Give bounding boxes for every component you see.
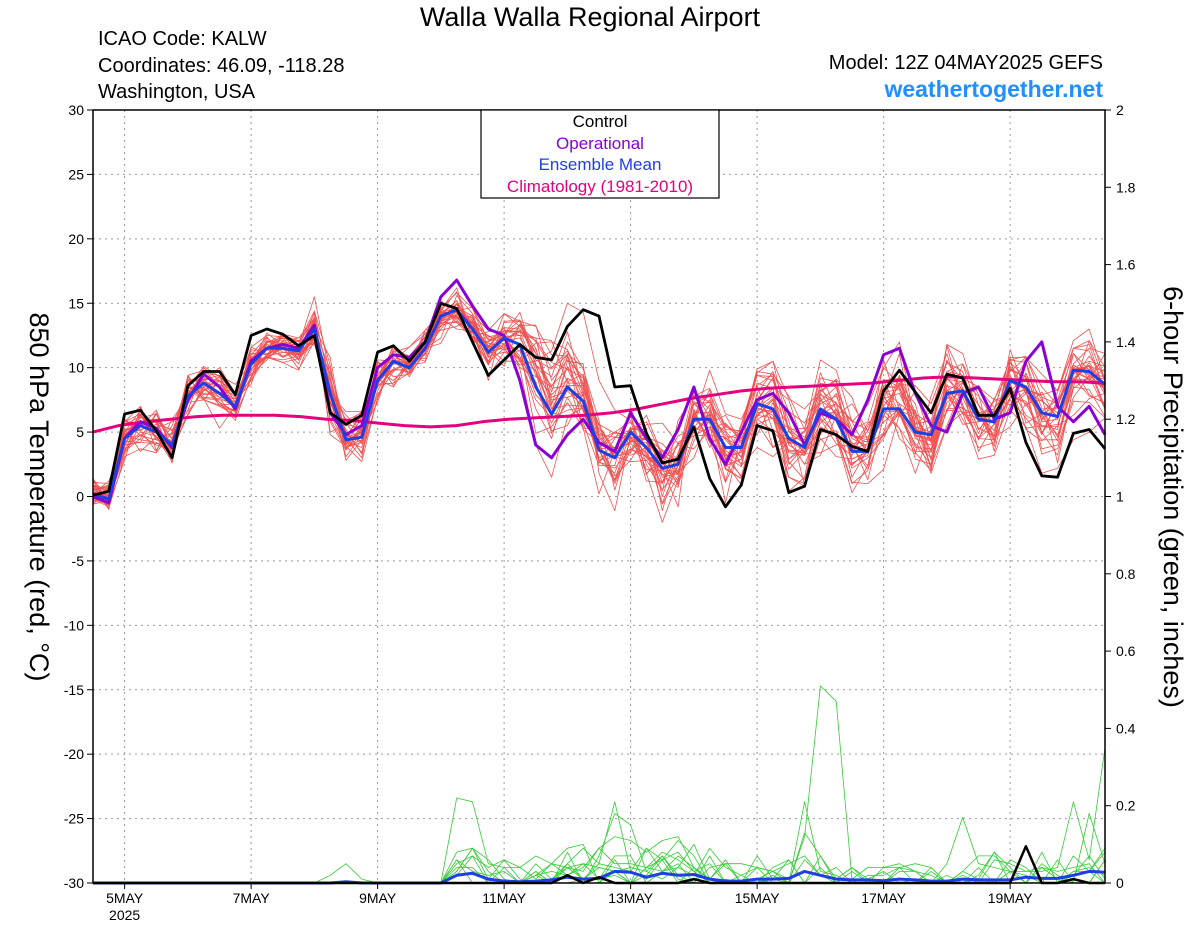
control-line xyxy=(92,301,1107,509)
chart-title: Walla Walla Regional Airport xyxy=(419,2,761,32)
site-link[interactable]: weathertogether.net xyxy=(884,76,1103,102)
precip-member-line xyxy=(93,685,1106,884)
x-tick-label: 11MAY xyxy=(482,890,526,906)
grid-lines xyxy=(93,110,1105,883)
y2-tick-label: 1 xyxy=(1116,489,1124,505)
x-tick-label: 5MAY xyxy=(106,890,144,906)
temp-member-line xyxy=(92,306,1106,506)
precip-member-line xyxy=(93,801,1106,884)
y2-axis-label: 6-hour Precipitation (green, inches) xyxy=(1158,286,1188,708)
legend-ensemble-mean: Ensemble Mean xyxy=(539,155,662,174)
y-tick-label: 20 xyxy=(68,231,84,247)
temp-member-line xyxy=(92,307,1106,508)
ensemble-mean-line xyxy=(92,308,1106,501)
icao-code: ICAO Code: KALW xyxy=(98,28,267,50)
y-tick-label: -25 xyxy=(64,811,84,827)
legend: Control Operational Ensemble Mean Climat… xyxy=(480,109,720,199)
x-tick-year: 2025 xyxy=(109,907,140,923)
y-tick-label: 10 xyxy=(68,360,84,376)
y-tick-label: 0 xyxy=(76,489,84,505)
y-tick-label: -15 xyxy=(64,682,84,698)
temp-member-line xyxy=(92,302,1106,496)
temp-member-lines xyxy=(92,287,1106,523)
legend-climatology: Climatology (1981-2010) xyxy=(507,177,693,196)
y2-tick-label: 1.8 xyxy=(1116,179,1136,195)
location: Washington, USA xyxy=(98,81,256,103)
y-axis-label: 850 hPa Temperature (red, °C) xyxy=(24,313,54,682)
x-tick-label: 19MAY xyxy=(988,890,1034,906)
temp-member-line xyxy=(92,311,1106,506)
y2-tick-label: 0.8 xyxy=(1116,566,1136,582)
y2-tick-label: 0.2 xyxy=(1116,798,1136,814)
x-tick-label: 9MAY xyxy=(359,890,397,906)
temp-member-line xyxy=(92,311,1106,491)
y-tick-label: 25 xyxy=(68,166,84,182)
legend-operational: Operational xyxy=(556,134,644,153)
y-axis-left: 30 25 20 15 10 5 0 -5 -10 -15 -20 -25 -30 xyxy=(64,102,93,891)
coordinates: Coordinates: 46.09, -118.28 xyxy=(98,55,345,77)
y2-tick-label: 2 xyxy=(1116,102,1124,118)
temp-member-line xyxy=(92,322,1106,491)
x-tick-label: 15MAY xyxy=(735,890,781,906)
temp-member-line xyxy=(92,313,1106,512)
legend-box xyxy=(480,109,720,199)
climatology-line xyxy=(92,375,1106,434)
legend-control: Control xyxy=(573,112,628,131)
x-tick-label: 13MAY xyxy=(608,890,654,906)
y2-tick-label: 0.4 xyxy=(1116,720,1136,736)
y-tick-label: -10 xyxy=(64,617,84,633)
y-tick-label: -30 xyxy=(64,875,84,891)
precip-control-line xyxy=(93,845,1105,885)
y-tick-label: 15 xyxy=(68,295,84,311)
model-run: Model: 12Z 04MAY2025 GEFS xyxy=(828,52,1103,74)
y-tick-label: 5 xyxy=(76,424,84,440)
x-tick-label: 7MAY xyxy=(233,890,271,906)
temp-member-line xyxy=(93,310,1106,505)
x-tick-label: 17MAY xyxy=(861,890,907,906)
y2-tick-label: 1.6 xyxy=(1116,257,1136,273)
y2-tick-label: 0.6 xyxy=(1116,643,1136,659)
y-tick-label: -20 xyxy=(64,746,84,762)
precip-member-line xyxy=(93,832,1106,884)
y2-tick-label: 0 xyxy=(1116,875,1124,891)
y-tick-label: 30 xyxy=(68,102,84,118)
y2-tick-label: 1.2 xyxy=(1116,411,1136,427)
y2-tick-label: 1.4 xyxy=(1116,334,1136,350)
y-axis-right: 2 1.8 1.6 1.4 1.2 1 0.8 0.6 0.4 0.2 0 xyxy=(1105,102,1136,891)
temp-member-line xyxy=(92,302,1106,523)
y-tick-label: -5 xyxy=(72,553,85,569)
precip-member-lines xyxy=(93,685,1106,884)
temp-member-line xyxy=(92,292,1106,510)
temp-member-line xyxy=(92,307,1106,505)
